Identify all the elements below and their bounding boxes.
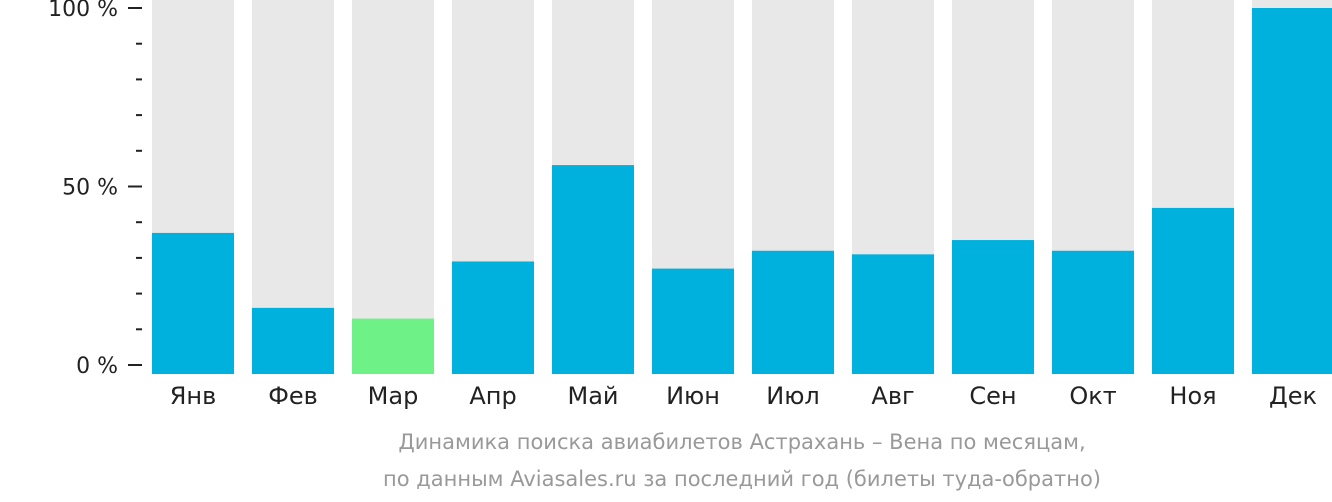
y-tick-label: 0 % — [76, 354, 118, 379]
bar — [1052, 250, 1134, 374]
bar — [352, 318, 434, 374]
bar — [752, 250, 834, 374]
x-category-label: Май — [567, 382, 618, 410]
y-tick-label: 100 % — [48, 0, 118, 22]
x-category-label: Авг — [871, 382, 914, 410]
x-category-label: Дек — [1269, 382, 1317, 410]
x-category-label: Ноя — [1169, 382, 1216, 410]
x-category-label: Окт — [1069, 382, 1116, 410]
bar — [952, 240, 1034, 374]
bar — [252, 307, 334, 374]
x-category-label: Июн — [666, 382, 720, 410]
bar — [452, 261, 534, 374]
x-category-label: Янв — [170, 382, 217, 410]
x-category-label: Июл — [766, 382, 820, 410]
y-tick-label: 50 % — [62, 176, 118, 201]
bar — [652, 268, 734, 374]
bar — [1252, 8, 1332, 374]
x-category-label: Фев — [268, 382, 318, 410]
chart-caption-line-2: по данным Aviasales.ru за последний год … — [383, 467, 1101, 491]
chart-caption-line-1: Динамика поиска авиабилетов Астрахань – … — [398, 430, 1086, 454]
bar — [552, 165, 634, 374]
bar — [852, 254, 934, 374]
x-category-label: Сен — [969, 382, 1016, 410]
x-category-label: Мар — [368, 382, 419, 410]
bar-background — [352, 0, 434, 374]
bar — [1152, 207, 1234, 374]
x-category-label: Апр — [469, 382, 516, 410]
bar — [152, 232, 234, 374]
